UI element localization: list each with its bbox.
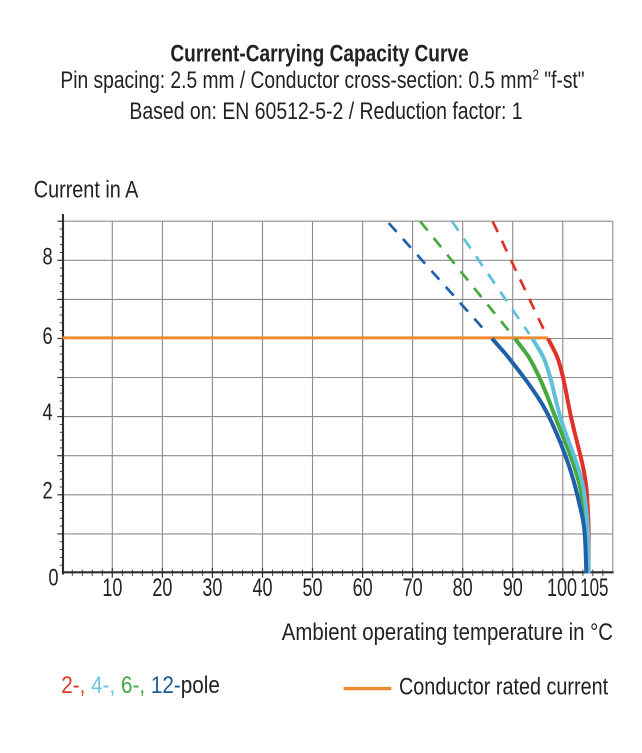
svg-text:20: 20 bbox=[152, 573, 172, 602]
svg-text:100: 100 bbox=[547, 573, 577, 602]
svg-text:4: 4 bbox=[42, 399, 52, 426]
svg-text:Pin spacing: 2.5 mm / Conducto: Pin spacing: 2.5 mm / Conductor cross-se… bbox=[60, 66, 584, 94]
svg-text:6: 6 bbox=[42, 322, 52, 349]
svg-text:8: 8 bbox=[42, 243, 52, 270]
svg-text:60: 60 bbox=[353, 573, 373, 602]
svg-text:2: 2 bbox=[42, 477, 52, 504]
svg-text:50: 50 bbox=[303, 573, 323, 602]
svg-text:70: 70 bbox=[403, 573, 423, 602]
svg-text:90: 90 bbox=[503, 573, 523, 602]
svg-text:Current in A: Current in A bbox=[34, 176, 139, 203]
svg-text:2-, 4-, 6-, 12-pole: 2-, 4-, 6-, 12-pole bbox=[61, 671, 220, 698]
svg-text:Current-Carrying Capacity Curv: Current-Carrying Capacity Curve bbox=[170, 39, 468, 67]
svg-text:Conductor rated current: Conductor rated current bbox=[399, 673, 608, 700]
svg-text:80: 80 bbox=[453, 573, 473, 602]
svg-text:40: 40 bbox=[252, 573, 272, 602]
svg-text:30: 30 bbox=[202, 573, 222, 602]
svg-text:Based on: EN 60512-5-2 / Reduc: Based on: EN 60512-5-2 / Reduction facto… bbox=[129, 97, 522, 124]
svg-text:105: 105 bbox=[580, 574, 608, 602]
svg-text:0: 0 bbox=[48, 564, 58, 591]
svg-text:10: 10 bbox=[102, 573, 122, 602]
svg-text:Ambient operating temperature: Ambient operating temperature in °C bbox=[282, 619, 613, 646]
